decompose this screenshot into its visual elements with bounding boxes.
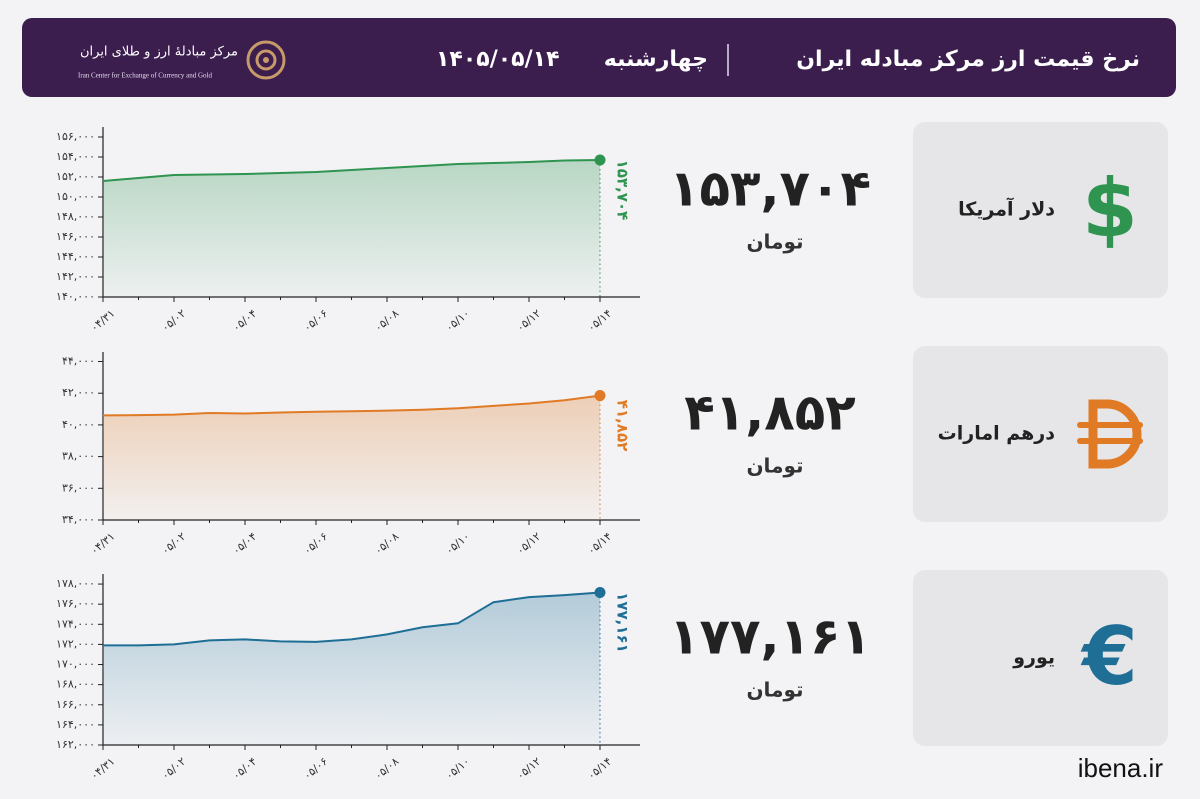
card-name: درهم امارات [938,423,1056,445]
price-unit: تومان [746,678,803,702]
end-point [594,154,606,166]
x-tick-label: ۰۵/۱۲ [514,530,543,558]
y-tick-label: ۱۵۶,۰۰۰ [56,130,95,143]
y-tick-label: ۱۶۲,۰۰۰ [56,738,95,751]
x-tick-label: ۰۵/۰۸ [372,755,401,783]
x-tick-label: ۰۵/۱۲ [514,307,543,335]
x-tick-label: ۰۵/۰۴ [230,755,259,783]
y-tick-label: ۱۴۶,۰۰۰ [56,230,95,243]
x-tick-label: ۰۴/۳۱ [88,755,117,783]
card-name: یورو [1012,647,1055,669]
y-tick-label: ۱۷۴,۰۰۰ [56,617,95,630]
x-tick-label: ۰۵/۱۰ [443,307,472,335]
y-tick-label: ۱۵۲,۰۰۰ [56,170,95,183]
logo-subtext: Iran Center for Exchange of Currency and… [78,72,212,80]
x-tick-label: ۰۵/۰۴ [230,530,259,558]
x-tick-label: ۰۵/۱۴ [585,755,614,783]
y-tick-label: ۴۴,۰۰۰ [62,355,95,368]
x-tick-label: ۰۵/۰۸ [372,530,401,558]
price: ۱۷۷,۱۶۱ [669,608,871,666]
x-tick-label: ۰۵/۰۶ [301,307,330,335]
x-tick-label: ۰۵/۰۸ [372,307,401,335]
end-label: ۱۵۳,۷۰۴ [614,160,632,221]
end-label: ۴۱,۸۵۲ [614,400,632,451]
y-tick-label: ۱۷۲,۰۰۰ [56,637,95,650]
logo-text: مرکز مبادلهٔ ارز و طلای ایران [80,45,238,60]
x-tick-label: ۰۵/۱۰ [443,530,472,558]
x-tick-label: ۰۵/۱۲ [514,755,543,783]
y-tick-label: ۱۴۸,۰۰۰ [56,210,95,223]
end-label: ۱۷۷,۱۶۱ [614,592,632,653]
price-unit: تومان [746,454,803,478]
area [103,592,600,745]
x-tick-label: ۰۵/۰۶ [301,530,330,558]
source: ibena.ir [1078,753,1164,783]
card [913,122,1168,298]
end-point [594,390,606,402]
y-tick-label: ۱۷۶,۰۰۰ [56,597,95,610]
x-tick-label: ۰۵/۰۲ [159,307,188,335]
y-tick-label: ۱۷۸,۰۰۰ [56,577,95,590]
currency-icon [1088,399,1142,469]
line [102,159,601,182]
x-tick-label: ۰۵/۱۰ [443,755,472,783]
header-date: ۱۴۰۵/۰۵/۱۴ [436,47,560,72]
x-tick-label: ۰۴/۳۱ [88,307,117,335]
x-tick-label: ۰۴/۳۱ [88,530,117,558]
currency-icon: $ [1082,162,1138,255]
x-tick-label: ۰۵/۰۲ [159,755,188,783]
x-tick-label: ۰۵/۰۴ [230,307,259,335]
y-tick-label: ۱۶۸,۰۰۰ [56,678,95,691]
y-tick-label: ۱۴۰,۰۰۰ [56,290,95,303]
area [103,160,600,297]
x-tick-label: ۰۵/۱۴ [585,530,614,558]
header-title: نرخ قیمت ارز مرکز مبادله ایران [796,47,1140,72]
y-tick-label: ۳۸,۰۰۰ [62,450,95,463]
line [102,394,601,417]
y-tick-label: ۱۴۲,۰۰۰ [56,270,95,283]
y-tick-label: ۳۶,۰۰۰ [62,481,95,494]
logo [246,40,286,80]
card [913,346,1168,522]
y-tick-label: ۴۰,۰۰۰ [62,418,95,431]
y-tick-label: ۱۶۶,۰۰۰ [56,698,95,711]
card-name: دلار آمریکا [958,197,1055,221]
card [913,570,1168,746]
y-tick-label: ۳۴,۰۰۰ [62,513,95,526]
x-tick-label: ۰۵/۰۲ [159,530,188,558]
currency-icon: € [1080,610,1138,703]
y-tick-label: ۴۲,۰۰۰ [62,386,95,399]
end-point [594,586,606,598]
header-day: چهارشنبه [604,47,708,72]
line [103,591,601,647]
x-tick-label: ۰۵/۰۶ [301,755,330,783]
price: ۴۱,۸۵۲ [684,384,856,442]
y-tick-label: ۱۵۰,۰۰۰ [56,190,95,203]
price: ۱۵۳,۷۰۴ [669,160,871,218]
y-tick-label: ۱۴۴,۰۰۰ [56,250,95,263]
header-bar [22,18,1176,97]
area [103,395,600,520]
y-tick-label: ۱۵۴,۰۰۰ [56,150,95,163]
y-tick-label: ۱۶۴,۰۰۰ [56,718,95,731]
y-tick-label: ۱۷۰,۰۰۰ [56,658,95,671]
price-unit: تومان [746,230,803,254]
x-tick-label: ۰۵/۱۴ [585,307,614,335]
